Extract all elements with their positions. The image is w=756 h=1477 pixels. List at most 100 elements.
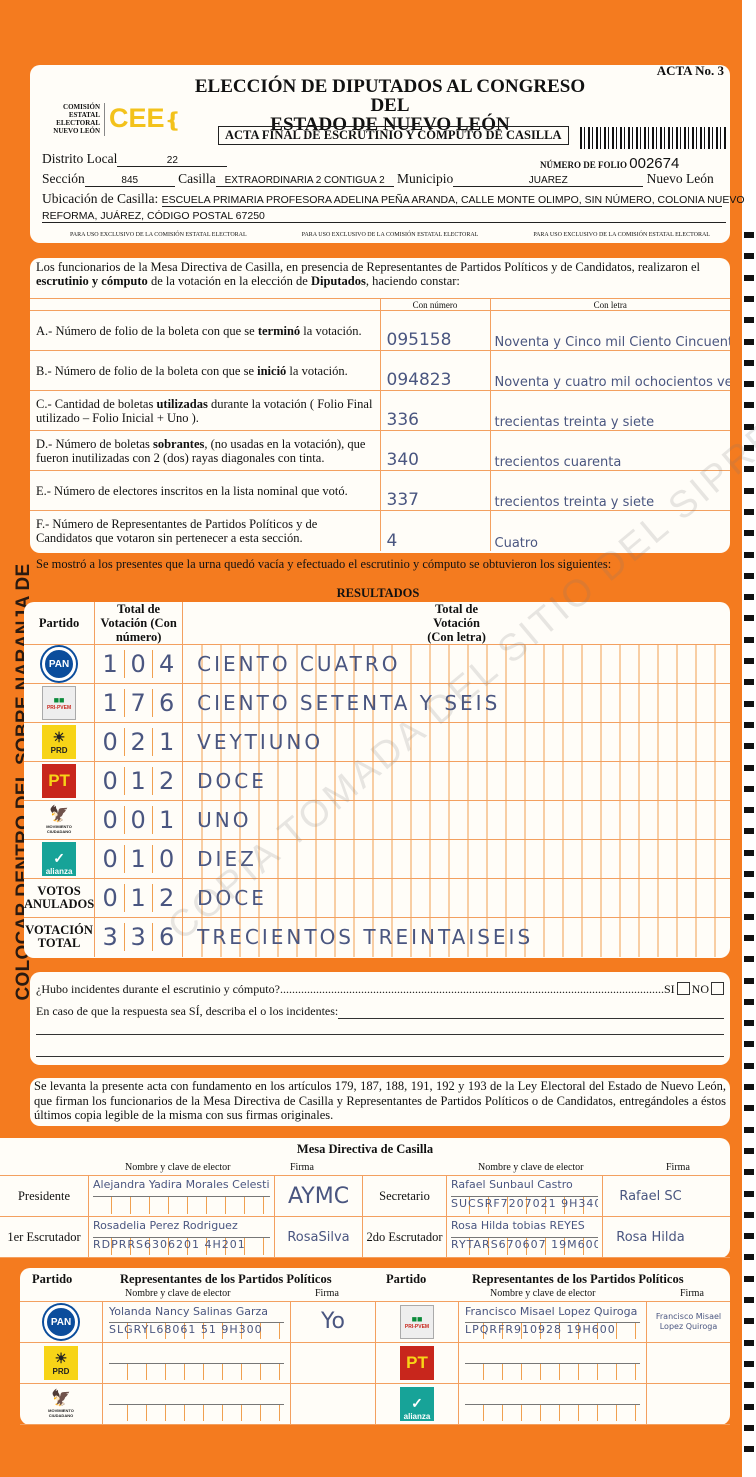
timing-mark bbox=[744, 1339, 754, 1346]
party-cell: PAN bbox=[20, 1302, 102, 1342]
mesa-firma[interactable]: Rafael SC bbox=[602, 1176, 698, 1216]
mesa-firma[interactable]: RosaSilva bbox=[274, 1217, 362, 1257]
vote-digit[interactable]: 6 bbox=[159, 923, 175, 952]
vote-letter[interactable]: UNO bbox=[182, 800, 730, 840]
representante-row: ✓ alianza bbox=[376, 1384, 730, 1425]
timing-mark bbox=[744, 1403, 754, 1410]
constancia-question: B.- Número de folio de la boleta con que… bbox=[36, 363, 348, 378]
exclusive-note: PARA USO EXCLUSIVO DE LA COMISIÓN ESTATA… bbox=[533, 232, 710, 238]
vote-digit[interactable]: 2 bbox=[159, 767, 175, 795]
mesa-role: 1er Escrutador bbox=[7, 1230, 81, 1244]
vote-digit[interactable]: 6 bbox=[159, 689, 175, 717]
vote-letter[interactable]: TRECIENTOS TREINTAISEIS bbox=[182, 917, 730, 957]
incidentes-question-row: ¿Hubo incidentes durante el escrutinio y… bbox=[36, 982, 724, 997]
vote-digit[interactable]: 1 bbox=[159, 728, 175, 756]
vote-digit[interactable]: 1 bbox=[125, 767, 153, 795]
timing-mark bbox=[744, 1446, 754, 1453]
timing-mark bbox=[744, 785, 754, 792]
vote-digit[interactable]: 2 bbox=[125, 728, 153, 756]
vote-letter[interactable]: VEYTIUNO bbox=[182, 722, 730, 762]
constancia-numero[interactable]: 094823 bbox=[379, 350, 490, 391]
col-numero: Con número bbox=[379, 298, 490, 311]
rep-firma[interactable] bbox=[290, 1384, 375, 1424]
mesa-nombre[interactable]: Rafael Sunbaul Castro SUCSRF7207021 9H34… bbox=[446, 1176, 602, 1216]
constancia-letra[interactable]: trecientas treinta y siete bbox=[489, 390, 730, 431]
vote-digit[interactable]: 0 bbox=[97, 806, 125, 834]
no-checkbox[interactable] bbox=[711, 982, 724, 995]
constancia-letra[interactable]: Cuatro bbox=[489, 510, 730, 551]
rep-firma[interactable] bbox=[290, 1343, 375, 1383]
vote-digit[interactable]: 7 bbox=[125, 689, 153, 717]
party-name: PT bbox=[406, 1353, 428, 1372]
page-title: ELECCIÓN DE DIPUTADOS AL CONGRESO DEL ES… bbox=[180, 77, 600, 134]
vote-digit[interactable]: 1 bbox=[159, 806, 175, 834]
constancia-numero[interactable]: 340 bbox=[379, 430, 490, 471]
rep-nombre[interactable]: Yolanda Nancy Salinas Garza SLGRYL68061 … bbox=[102, 1302, 290, 1342]
vote-digit[interactable]: 0 bbox=[97, 767, 125, 795]
rep-firma[interactable] bbox=[646, 1384, 730, 1424]
timing-mark bbox=[744, 615, 754, 622]
incidentes-line[interactable] bbox=[36, 1034, 724, 1035]
vote-digit[interactable]: 0 bbox=[97, 728, 125, 756]
vote-letter[interactable]: CIENTO SETENTA Y SEIS bbox=[182, 683, 730, 723]
mesa-nombre[interactable]: Rosa Hilda tobias REYES RYTARS670607 19M… bbox=[446, 1217, 602, 1257]
rep-firma[interactable] bbox=[646, 1343, 730, 1383]
vote-digit[interactable]: 3 bbox=[97, 923, 125, 952]
rep-nombre[interactable]: Francisco Misael Lopez Quiroga LPQRFR910… bbox=[458, 1302, 646, 1342]
constancia-numero[interactable]: 095158 bbox=[379, 310, 490, 351]
acta-subtitle: ACTA FINAL DE ESCRUTINIO Y CÓMPUTO DE CA… bbox=[218, 126, 569, 145]
intro-bold: escrutinio y cómputo bbox=[36, 274, 148, 288]
timing-mark bbox=[744, 1084, 754, 1090]
vote-digit[interactable]: 1 bbox=[125, 845, 153, 873]
vote-digit[interactable]: 0 bbox=[159, 845, 175, 873]
vote-digit[interactable]: 0 bbox=[125, 650, 153, 678]
representante-row: ■■ PRI-PVEM Francisco Misael Lopez Quirog… bbox=[376, 1302, 730, 1343]
rep-firma[interactable]: Yo bbox=[290, 1302, 375, 1342]
vote-digit[interactable]: 1 bbox=[97, 650, 125, 678]
vote-digit[interactable]: 3 bbox=[125, 923, 153, 952]
constancia-numero[interactable]: 336 bbox=[379, 390, 490, 431]
rep-nombre[interactable] bbox=[458, 1384, 646, 1424]
si-checkbox[interactable] bbox=[676, 982, 690, 995]
vote-letter[interactable]: DOCE bbox=[182, 761, 730, 801]
rep-nombre[interactable] bbox=[102, 1384, 290, 1424]
vote-digit[interactable]: 4 bbox=[159, 650, 175, 678]
mesa-firma[interactable]: AYMC bbox=[274, 1176, 362, 1216]
vote-digit[interactable]: 0 bbox=[97, 845, 125, 873]
vote-digit[interactable]: 0 bbox=[125, 806, 153, 834]
vote-letter[interactable]: CIENTO CUATRO bbox=[182, 644, 730, 684]
timing-mark bbox=[744, 998, 754, 1005]
party-name: PRI-PVEM bbox=[404, 1324, 430, 1330]
constancia-letra[interactable]: Noventa y cuatro mil ochocientos veintit… bbox=[489, 350, 730, 391]
vote-digit[interactable]: 1 bbox=[125, 884, 153, 912]
exclusive-note: PARA USO EXCLUSIVO DE LA COMISIÓN ESTATA… bbox=[70, 232, 247, 238]
rep-firma[interactable]: Francisco Misael Lopez Quiroga bbox=[646, 1302, 730, 1342]
rep-nombre[interactable] bbox=[458, 1343, 646, 1383]
constancia-numero[interactable]: 337 bbox=[379, 470, 490, 511]
constancia-numero[interactable]: 4 bbox=[379, 510, 490, 551]
vote-digit[interactable]: 2 bbox=[159, 884, 175, 912]
constancia-letra[interactable]: trecientos treinta y siete bbox=[489, 470, 730, 511]
vote-digit[interactable]: 1 bbox=[97, 689, 125, 717]
vote-letter[interactable]: DOCE bbox=[182, 878, 730, 918]
mesa-nombre[interactable]: Rosadelia Perez Rodriguez RDPRRS6306201 … bbox=[88, 1217, 274, 1257]
incidentes-input[interactable] bbox=[338, 1004, 724, 1019]
clave-value: SLGRYL68061 51 9H300 bbox=[109, 1323, 284, 1339]
rep-nombre[interactable] bbox=[102, 1343, 290, 1383]
mesa-nombre[interactable]: Alejandra Yadira Morales Celestino bbox=[88, 1176, 274, 1216]
constancia-letra[interactable]: Noventa y Cinco mil Ciento Cincuenta y o… bbox=[489, 310, 730, 351]
vote-letter[interactable]: DIEZ bbox=[182, 839, 730, 879]
incidentes-line[interactable] bbox=[36, 1056, 724, 1057]
constancia-letra[interactable]: trecientos cuarenta bbox=[489, 430, 730, 471]
mesa-firma[interactable]: Rosa Hilda bbox=[602, 1217, 698, 1257]
distrito-field: Distrito Local 22 bbox=[42, 151, 228, 167]
vote-digit[interactable]: 0 bbox=[97, 884, 125, 912]
